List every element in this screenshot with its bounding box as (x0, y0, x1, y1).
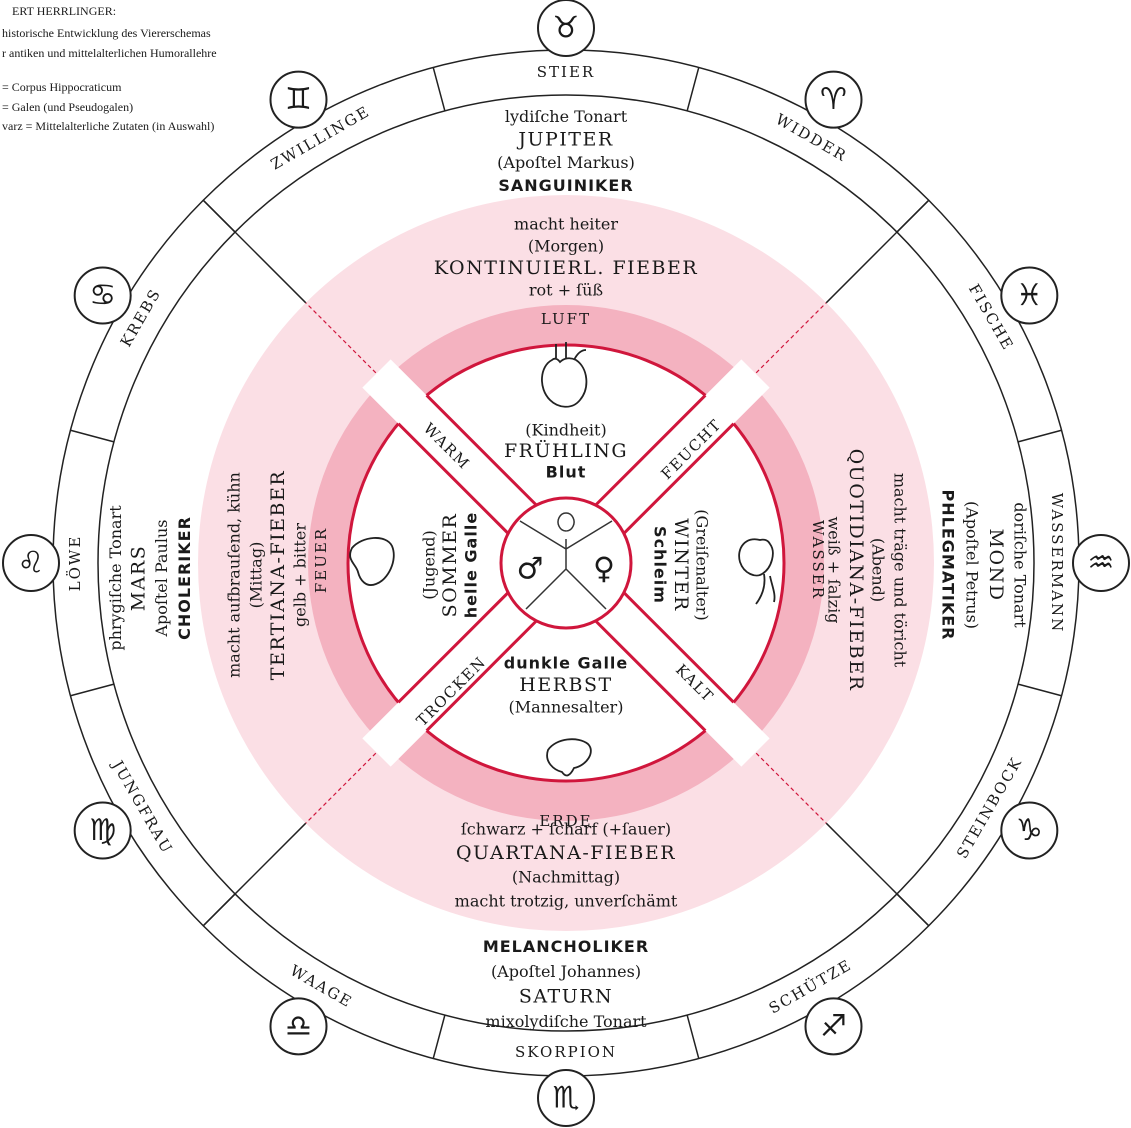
humor-text: QUARTANA-FIEBER (456, 842, 676, 864)
temperament-text: CHOLERIKER (175, 516, 194, 640)
header-line: ERT HERRLINGER: (12, 4, 116, 18)
temperament-text: (Apoſtel Petrus) (963, 501, 982, 629)
temperament-text: lydiſche Tonart (505, 107, 628, 126)
humor-text: KONTINUIERL. FIEBER (434, 257, 698, 279)
zodiac-name: LÖWE (66, 535, 84, 592)
season-text: (Kindheit) (525, 421, 606, 440)
season-text: Blut (546, 463, 587, 482)
temperament-text: MOND (985, 529, 1007, 602)
season-text: (Jugend) (420, 530, 439, 599)
humor-text: (Mittag) (247, 542, 266, 609)
season-text: WINTER (670, 518, 692, 612)
humor-text: QUOTIDIANA-FIEBER (845, 449, 867, 692)
season-text: (Greiſenalter) (693, 509, 712, 620)
header-line: = Galen (und Pseudogalen) (2, 100, 133, 114)
element-label: ERDE (539, 812, 592, 830)
zodiac-symbol: ♑ (1016, 813, 1043, 848)
season-text: FRÜHLING (504, 439, 628, 462)
zodiac-symbol: ♈ (820, 82, 847, 117)
element-label: FEUER (312, 527, 330, 593)
humor-text: macht heiter (514, 215, 618, 234)
temperament-text: JUPITER (516, 129, 613, 151)
humor-text: (Morgen) (528, 237, 604, 256)
zodiac-symbol: ♌ (18, 546, 45, 581)
zodiac-name: WASSERMANN (1048, 493, 1066, 633)
season-text: SOMMER (439, 513, 461, 618)
temperament-text: MARS (128, 545, 150, 612)
zodiac-symbol: ♎ (285, 1009, 312, 1044)
season-text: helle Galle (462, 512, 481, 618)
male-symbol: ♂ (517, 552, 544, 587)
temperament-text: Apoſtel Paulus (152, 520, 171, 638)
humor-text: TERTIANA-FIEBER (267, 470, 289, 680)
zodiac-symbol: ♉ (553, 11, 580, 46)
humor-text: rot + ſüß (529, 281, 603, 300)
header-line: = Corpus Hippocraticum (2, 80, 122, 94)
temperament-text: mixolydiſche Tonart (485, 1012, 647, 1031)
season-text: (Mannesalter) (509, 698, 624, 717)
zodiac-symbol: ♏ (553, 1081, 580, 1116)
season-text: HERBST (519, 674, 612, 696)
element-label: WASSER (809, 520, 827, 600)
season-text: Schleim (651, 526, 670, 604)
header-line: varz = Mittelalterliche Zutaten (in Ausw… (2, 119, 214, 133)
zodiac-symbol: ♒ (1088, 546, 1115, 581)
temperament-text: (Apoſtel Johannes) (491, 962, 641, 981)
element-label: LUFT (541, 310, 591, 328)
zodiac-name: SKORPION (515, 1043, 617, 1061)
zodiac-symbol: ♊ (285, 82, 312, 117)
humor-text: (Abend) (869, 538, 888, 602)
temperament-text: PHLEGMATIKER (939, 490, 958, 641)
humoral-diagram: ERT HERRLINGER: historische Entwicklung … (0, 0, 1131, 1128)
temperament-text: phrygiſche Tonart (106, 505, 125, 651)
temperament-text: MELANCHOLIKER (483, 937, 649, 956)
humor-text: macht trotzig, unverſchämt (455, 892, 678, 911)
female-symbol: ♀ (593, 552, 615, 587)
humor-text: gelb + bitter (291, 523, 310, 627)
temperament-text: SANGUINIKER (498, 176, 633, 195)
header-line: r antiken und mittelalterlichen Humorall… (2, 46, 217, 60)
season-text: dunkle Galle (504, 654, 629, 673)
zodiac-name: STIER (537, 63, 595, 81)
temperament-text: doriſche Tonart (1011, 502, 1030, 628)
zodiac-symbol: ♓ (1016, 278, 1043, 313)
humor-text: macht träge und töricht (891, 473, 910, 668)
header: ERT HERRLINGER: historische Entwicklung … (2, 4, 217, 133)
zodiac-symbol: ♋ (89, 278, 116, 313)
zodiac-symbol: ♐ (820, 1009, 847, 1044)
header-line: historische Entwicklung des Viererschema… (2, 26, 211, 40)
temperament-text: (Apoſtel Markus) (497, 153, 635, 172)
humor-text: (Nachmittag) (512, 868, 620, 887)
zodiac-symbol: ♍ (89, 813, 116, 848)
temperament-text: SATURN (519, 986, 613, 1008)
humor-text: macht aufbrauſend, kühn (225, 472, 244, 678)
